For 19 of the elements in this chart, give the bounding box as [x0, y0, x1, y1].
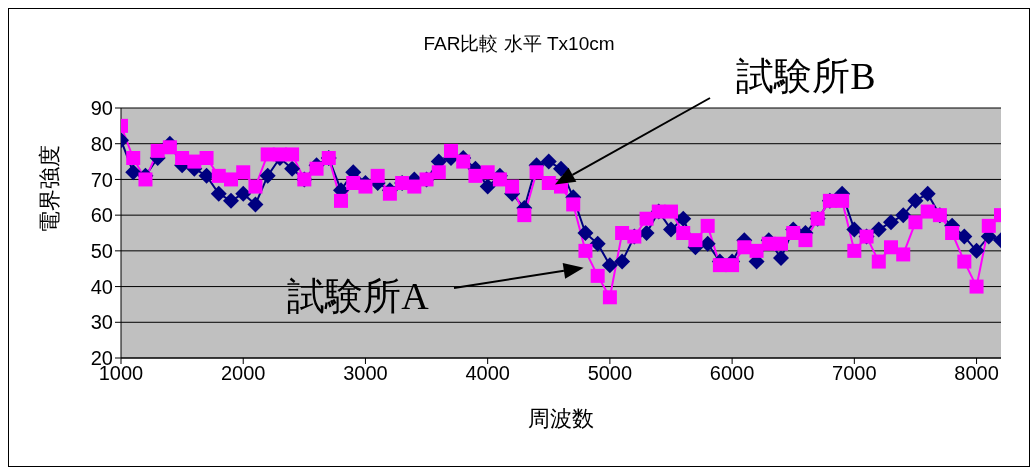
x-tick-label: 4000	[465, 362, 510, 385]
y-axis-title: 電界強度	[36, 145, 62, 233]
x-tick-label: 6000	[709, 362, 755, 385]
y-tick-label: 70	[90, 168, 113, 191]
chart-title: FAR比較 水平 Tx10cm	[423, 33, 615, 54]
x-tick-label: 7000	[832, 362, 877, 385]
text: 試験所B	[736, 55, 876, 97]
x-tick-label: 5000	[587, 362, 633, 385]
x-axis-title: 周波数	[528, 405, 594, 431]
y-tick-label: 60	[90, 204, 113, 227]
y-tick-label: 40	[90, 275, 113, 298]
x-tick-label: 3000	[343, 362, 388, 385]
x-tick-label: 2000	[220, 362, 266, 385]
y-tick-label: 80	[90, 132, 113, 155]
x-tick-label: 8000	[954, 362, 999, 385]
y-tick-label: 90	[90, 97, 113, 120]
y-tick-label: 50	[90, 239, 113, 262]
y-tick-label: 30	[90, 311, 113, 334]
series-label: 試験所A	[287, 275, 430, 317]
